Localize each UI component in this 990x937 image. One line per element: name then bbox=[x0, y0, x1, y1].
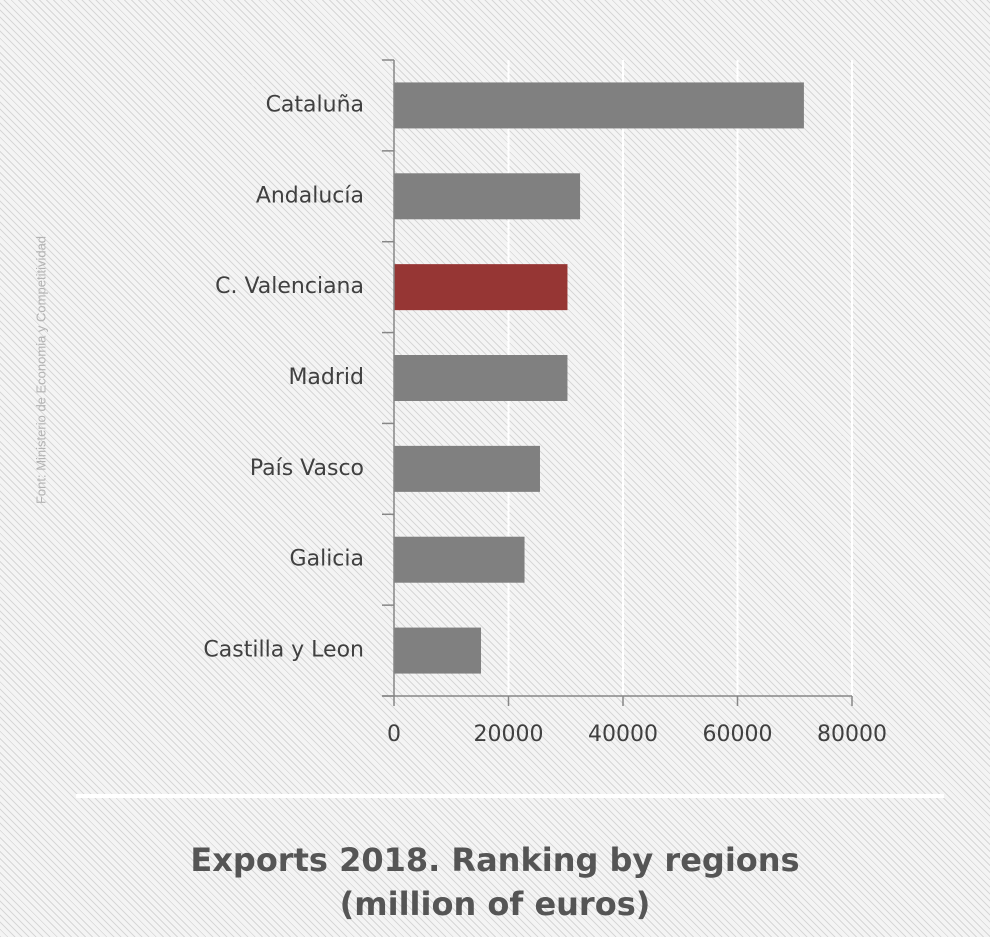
bar bbox=[394, 536, 525, 583]
bar bbox=[394, 355, 568, 401]
tick-label: 40000 bbox=[588, 722, 658, 747]
bar bbox=[394, 264, 568, 311]
category-label: C. Valenciana bbox=[215, 274, 364, 299]
category-label: Galicia bbox=[290, 547, 364, 572]
tick-label: 20000 bbox=[474, 722, 544, 747]
title-divider bbox=[76, 794, 944, 798]
category-label: Madrid bbox=[288, 365, 364, 390]
chart-title: Exports 2018. Ranking by regions (millio… bbox=[0, 838, 990, 926]
tick-label: 80000 bbox=[817, 722, 887, 747]
chart-title-line1: Exports 2018. Ranking by regions bbox=[190, 841, 800, 879]
category-label: País Vasco bbox=[250, 456, 364, 481]
chart-title-line2: (million of euros) bbox=[339, 885, 651, 923]
bar bbox=[394, 82, 804, 129]
category-label: Cataluña bbox=[266, 92, 364, 117]
bar bbox=[394, 173, 581, 220]
bars bbox=[394, 82, 804, 674]
axes bbox=[382, 59, 853, 706]
tick-label: 0 bbox=[387, 722, 401, 747]
tick-label: 60000 bbox=[703, 722, 773, 747]
category-labels: Cataluña Andalucía C. Valenciana Madrid País… bbox=[203, 92, 364, 662]
category-label: Castilla y Leon bbox=[203, 638, 364, 663]
tick-labels: 0 20000 40000 60000 80000 bbox=[387, 722, 887, 747]
source-note: Font: Ministerio de Economia y Competiti… bbox=[33, 235, 49, 505]
bar bbox=[394, 627, 482, 674]
category-label: Andalucía bbox=[256, 183, 364, 208]
bar bbox=[394, 445, 540, 492]
